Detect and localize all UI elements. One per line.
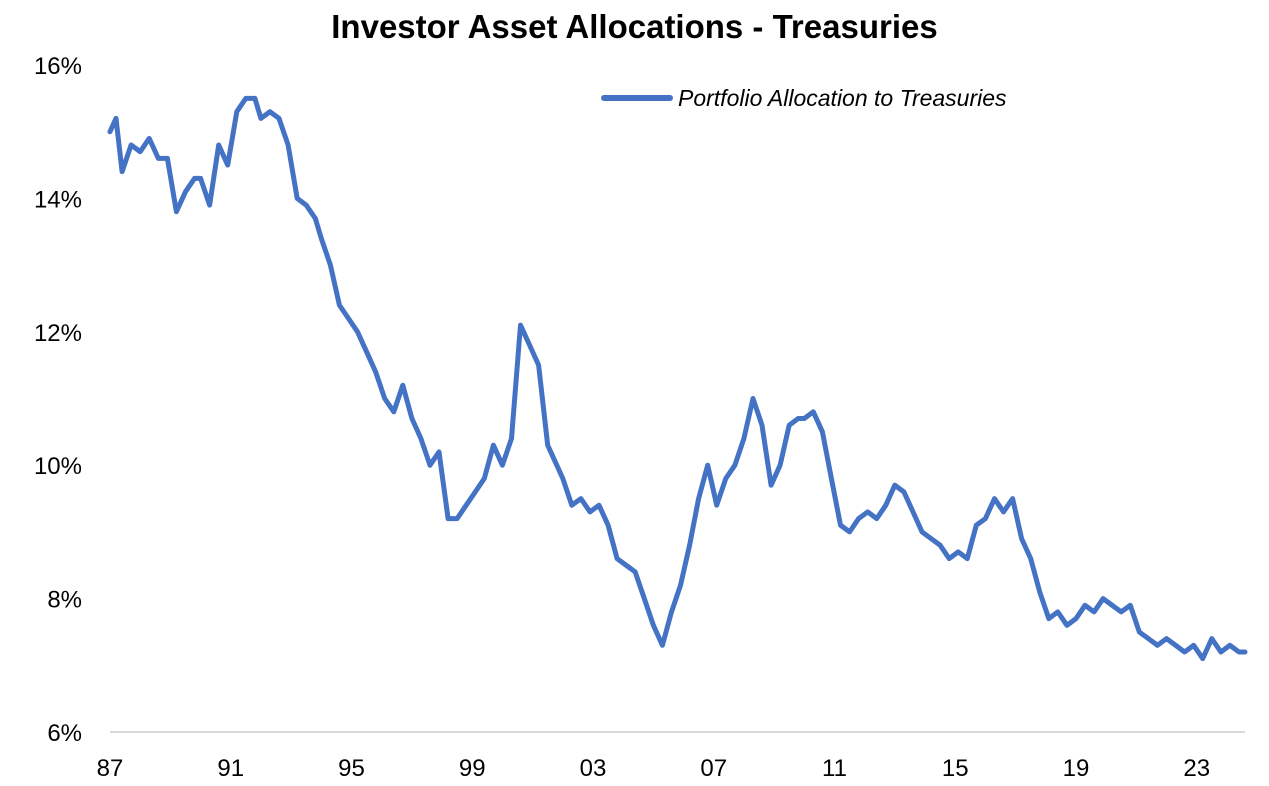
x-axis-ticks: 87 91 95 99 03 07 11 15 19 23 — [97, 755, 1210, 782]
x-tick-label: 95 — [338, 755, 365, 782]
y-axis-ticks: 6% 8% 10% 12% 14% 16% — [34, 53, 82, 747]
series-line-portfolio-allocation — [107, 95, 1248, 662]
x-tick-label: 03 — [580, 755, 607, 782]
legend-label: Portfolio Allocation to Treasuries — [678, 85, 1007, 111]
x-tick-label: 99 — [459, 755, 486, 782]
x-tick-label: 87 — [97, 755, 124, 782]
x-tick-label: 91 — [217, 755, 244, 782]
y-tick-label: 6% — [47, 720, 82, 747]
chart-title: Investor Asset Allocations - Treasuries — [331, 8, 938, 45]
y-tick-label: 14% — [34, 186, 82, 213]
y-tick-label: 10% — [34, 453, 82, 480]
x-tick-label: 15 — [942, 755, 969, 782]
x-tick-label: 11 — [822, 755, 847, 782]
y-tick-label: 16% — [34, 53, 82, 80]
y-tick-label: 8% — [47, 587, 82, 614]
y-tick-label: 12% — [34, 320, 82, 347]
x-tick-label: 07 — [700, 755, 727, 782]
x-tick-label: 23 — [1183, 755, 1210, 782]
x-tick-label: 19 — [1063, 755, 1090, 782]
legend: Portfolio Allocation to Treasuries — [601, 85, 1007, 111]
